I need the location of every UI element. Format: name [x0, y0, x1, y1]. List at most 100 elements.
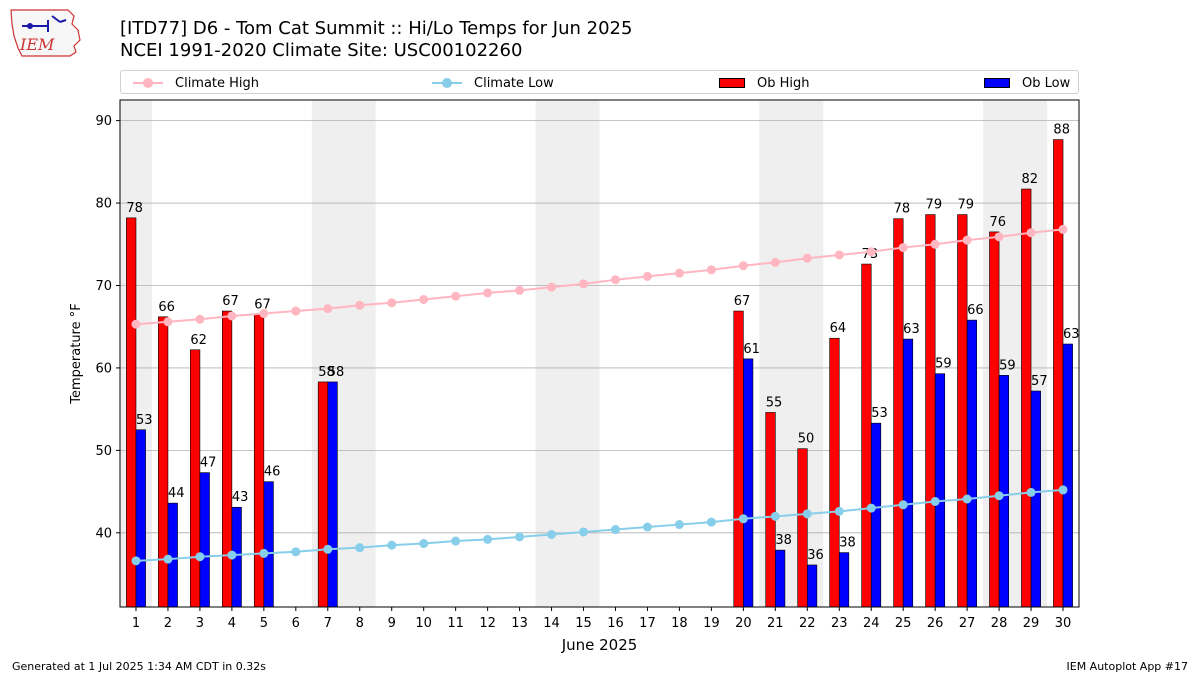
ob-high-value-label: 82: [1021, 172, 1038, 187]
logo-text: IEM: [19, 35, 55, 54]
x-tick-label: 17: [639, 616, 656, 631]
y-axis-label: Temperature °F: [69, 303, 84, 404]
footer-generated-text: Generated at 1 Jul 2025 1:34 AM CDT in 0…: [12, 660, 266, 673]
climate-low-point: [323, 544, 333, 554]
legend-item-climate-high: Climate High: [133, 74, 259, 92]
climate-high-point: [419, 295, 429, 305]
x-tick-label: 25: [895, 616, 912, 631]
ob-low-bar: [743, 358, 754, 608]
climate-low-point: [930, 496, 940, 506]
climate-high-point: [706, 265, 716, 275]
climate-high-point: [610, 275, 620, 285]
ob-high-value-label: 64: [830, 321, 847, 336]
ob-high-value-label: 50: [798, 432, 815, 447]
x-tick-label: 1: [132, 616, 140, 631]
x-tick-label: 23: [831, 616, 848, 631]
climate-low-point: [451, 536, 461, 546]
ob-low-bar: [966, 319, 978, 608]
legend-item-climate-low: Climate Low: [432, 74, 554, 92]
climate-high-point: [994, 232, 1004, 242]
x-tick-label: 13: [511, 616, 528, 631]
weekend-shade: [535, 100, 600, 607]
climate-high-point: [131, 319, 141, 329]
x-tick-label: 29: [1023, 616, 1040, 631]
ob-high-bar: [925, 214, 936, 608]
climate-high-point: [259, 309, 269, 319]
ob-high-value-label: 88: [1053, 123, 1070, 138]
ob-low-bar: [1030, 390, 1041, 608]
legend-swatch-climate-high: [133, 74, 163, 92]
climate-low-point: [227, 550, 237, 560]
ob-low-bar: [806, 564, 818, 608]
ob-low-value-label: 36: [807, 548, 824, 563]
ob-low-bar: [775, 549, 786, 608]
x-tick-label: 9: [388, 616, 396, 631]
ob-low-bar: [263, 481, 274, 608]
y-tick-label: 80: [95, 197, 112, 212]
climate-low-point: [610, 525, 620, 535]
climate-low-point: [674, 520, 684, 530]
chart-title: [ITD77] D6 - Tom Cat Summit :: Hi/Lo Tem…: [120, 18, 632, 62]
climate-high-point: [930, 239, 940, 249]
x-tick-label: 15: [575, 616, 592, 631]
title-line-1: [ITD77] D6 - Tom Cat Summit :: Hi/Lo Tem…: [120, 18, 633, 39]
legend-swatch-ob-low: [984, 78, 1010, 88]
climate-low-point: [515, 532, 525, 542]
climate-low-point: [131, 556, 141, 566]
ob-high-value-label: 62: [190, 333, 207, 348]
title-line-2: NCEI 1991-2020 Climate Site: USC00102260: [120, 40, 523, 61]
climate-high-point: [547, 282, 557, 292]
ob-high-value-label: 79: [926, 198, 943, 213]
ob-low-value-label: 44: [168, 486, 185, 501]
x-tick-label: 22: [799, 616, 816, 631]
x-tick-label: 8: [356, 616, 364, 631]
x-tick-label: 6: [292, 616, 300, 631]
legend-label-ob-low: Ob Low: [1022, 75, 1071, 91]
legend-label-climate-high: Climate High: [175, 75, 260, 91]
legend-swatch-climate-low: [432, 74, 462, 92]
plot-frame: [119, 99, 1080, 608]
ob-low-value-label: 58: [328, 365, 345, 380]
x-tick-label: 12: [479, 616, 496, 631]
iem-logo: IEM: [10, 9, 81, 57]
climate-low-point: [163, 554, 173, 564]
ob-high-bar: [765, 412, 776, 608]
y-tick-label: 60: [95, 361, 112, 376]
ob-low-bar: [998, 375, 1009, 608]
ob-low-value-label: 66: [967, 303, 984, 318]
x-tick-label: 18: [671, 616, 688, 631]
ob-low-bar: [902, 338, 914, 608]
x-tick-label: 20: [735, 616, 752, 631]
y-tick-label: 40: [95, 526, 112, 541]
ob-low-value-label: 47: [200, 456, 217, 471]
ob-high-bar: [1021, 188, 1032, 608]
y-tick-label: 70: [95, 279, 112, 294]
climate-high-point: [291, 306, 301, 316]
legend-item-ob-low: Ob Low: [984, 74, 1070, 92]
ob-high-value-label: 78: [894, 202, 911, 217]
climate-low-point: [1026, 487, 1036, 497]
climate-high-point: [1058, 224, 1068, 234]
climate-low-point: [994, 491, 1004, 501]
climate-low-point: [547, 529, 557, 539]
x-tick-label: 16: [607, 616, 624, 631]
ob-high-bar: [861, 263, 872, 608]
climate-low-point: [770, 511, 780, 521]
x-tick-label: 14: [543, 616, 560, 631]
climate-high-point: [195, 314, 205, 324]
ob-low-bar: [1062, 343, 1073, 608]
climate-low-point: [802, 509, 812, 519]
climate-low-point: [579, 527, 589, 537]
climate-high-point: [674, 268, 684, 278]
climate-low-point: [387, 540, 397, 550]
legend-item-ob-high: Ob High: [719, 74, 810, 92]
climate-low-point: [738, 514, 748, 524]
ob-low-value-label: 61: [743, 342, 760, 357]
ob-high-bar: [1053, 139, 1064, 608]
ob-high-bar: [797, 448, 808, 608]
climate-high-point: [898, 243, 908, 253]
ob-low-bar: [135, 429, 146, 608]
climate-high-point: [962, 235, 972, 245]
footer-app-text: IEM Autoplot App #17: [1066, 660, 1189, 673]
climate-high-point: [642, 271, 652, 281]
